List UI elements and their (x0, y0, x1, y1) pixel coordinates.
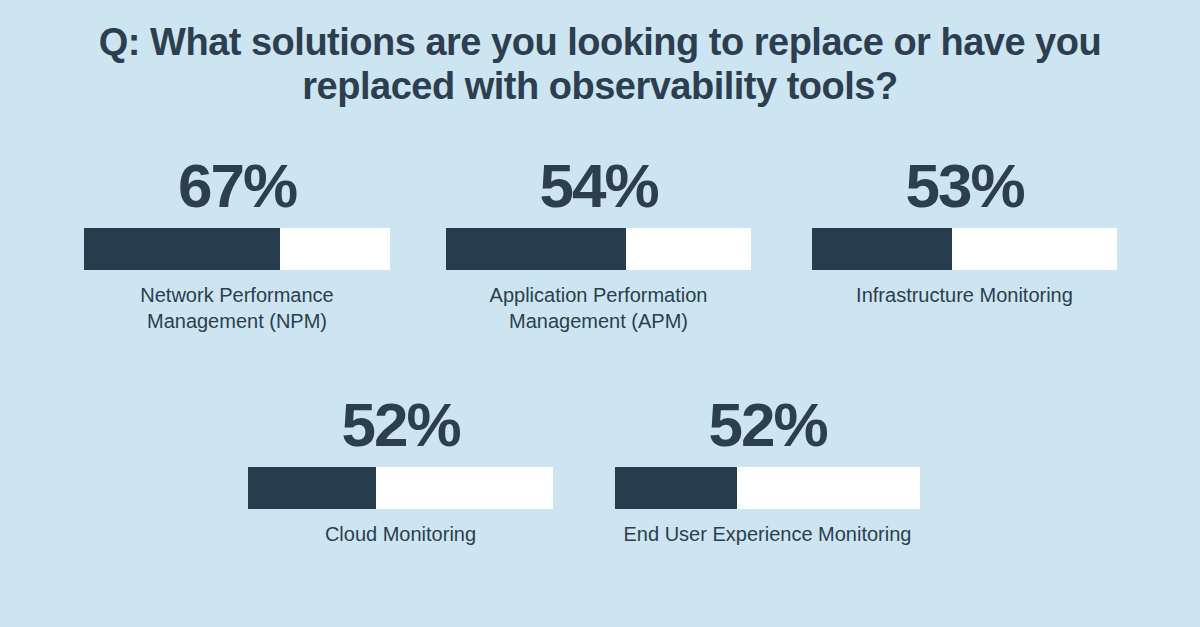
bar-label-infrastructure-monitoring: Infrastructure Monitoring (812, 282, 1117, 308)
progress-bar-npm (84, 228, 390, 270)
progress-bar-fill-end-user-experience-monitoring (615, 467, 737, 509)
bar-label-apm: Application Performation Management (APM… (446, 282, 751, 334)
progress-bar-cloud-monitoring (248, 467, 553, 509)
progress-bar-infrastructure-monitoring (812, 228, 1117, 270)
bar-group-npm: 67% Network Performance Management (NPM) (84, 150, 390, 334)
bar-group-cloud-monitoring: 52% Cloud Monitoring (248, 389, 553, 547)
value-label-apm: 54% (446, 150, 751, 222)
bar-group-apm: 54% Application Performation Management … (446, 150, 751, 334)
bar-label-cloud-monitoring: Cloud Monitoring (248, 521, 553, 547)
bar-group-end-user-experience-monitoring: 52% End User Experience Monitoring (615, 389, 920, 547)
progress-bar-apm (446, 228, 751, 270)
progress-bar-fill-cloud-monitoring (248, 467, 376, 509)
infographic-canvas: Q: What solutions are you looking to rep… (0, 0, 1200, 627)
value-label-end-user-experience-monitoring: 52% (615, 389, 920, 461)
value-label-npm: 67% (84, 150, 390, 222)
value-label-infrastructure-monitoring: 53% (812, 150, 1117, 222)
progress-bar-fill-infrastructure-monitoring (812, 228, 952, 270)
bar-group-infrastructure-monitoring: 53% Infrastructure Monitoring (812, 150, 1117, 308)
value-label-cloud-monitoring: 52% (248, 389, 553, 461)
progress-bar-fill-apm (446, 228, 626, 270)
progress-bar-end-user-experience-monitoring (615, 467, 920, 509)
chart-title: Q: What solutions are you looking to rep… (0, 20, 1200, 108)
bar-label-npm: Network Performance Management (NPM) (84, 282, 390, 334)
progress-bar-fill-npm (84, 228, 280, 270)
bar-label-end-user-experience-monitoring: End User Experience Monitoring (615, 521, 920, 547)
